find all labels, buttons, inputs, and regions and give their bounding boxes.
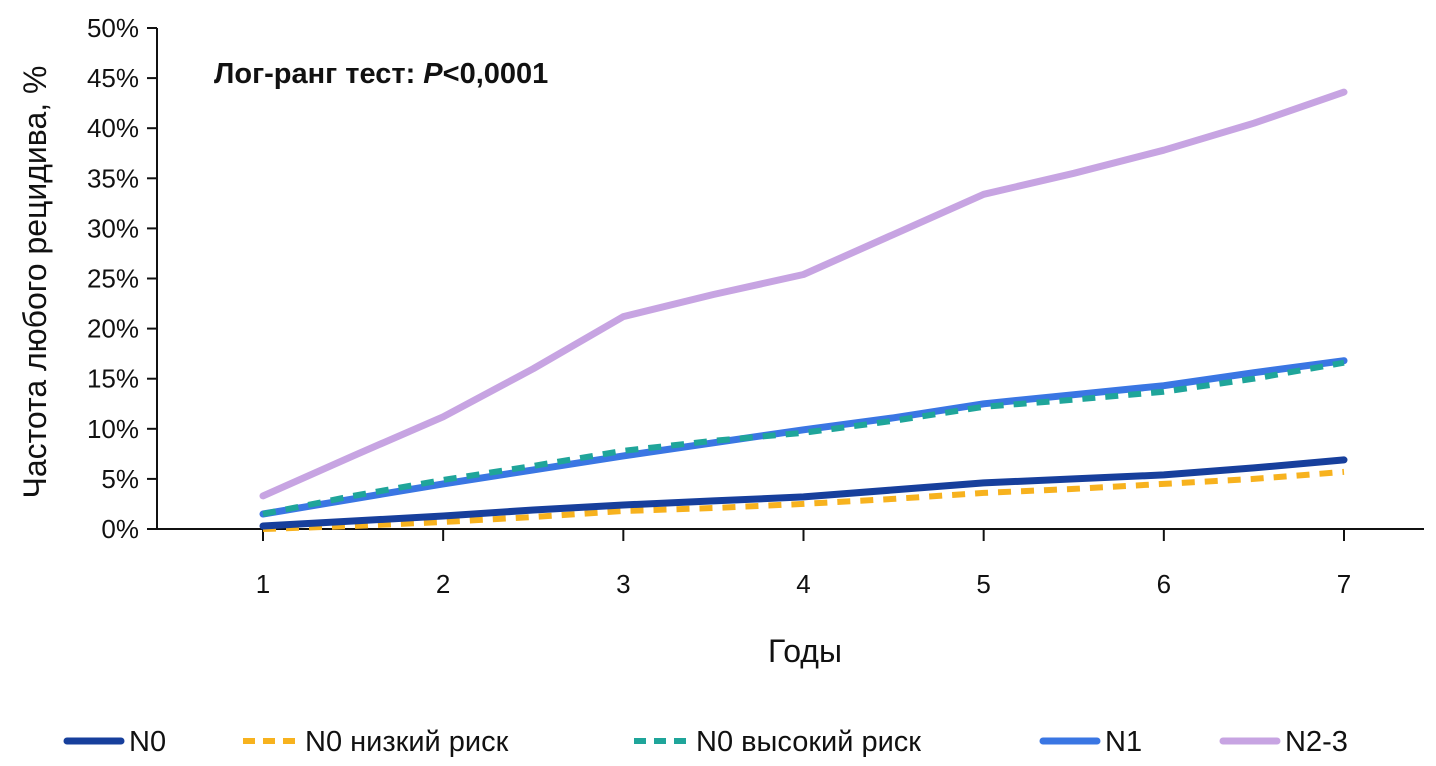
legend-label: N2-3 [1285,726,1348,758]
x-axis-ticks: 1 2 3 4 5 6 7 [256,529,1351,599]
legend-label: N0 [129,726,166,758]
y-tick-label: 20% [87,314,139,344]
y-tick-label: 0% [101,514,139,544]
y-axis-ticks: 0% 5% 10% 15% 20% 25% 30% 35% 40% 45% 50% [87,13,157,544]
x-tick-label: 7 [1337,569,1351,599]
series-line-n1 [259,357,1348,518]
x-tick-label: 3 [616,569,630,599]
y-tick-label: 35% [87,163,139,193]
y-tick-label: 10% [87,414,139,444]
series-line-n0 [259,456,1348,530]
y-tick-label: 25% [87,264,139,294]
y-tick-label: 40% [87,113,139,143]
series-line-n0-высокий-риск [262,359,1345,517]
legend-label: N0 высокий риск [696,726,921,758]
x-tick-label: 4 [796,569,810,599]
y-tick-label: 50% [87,13,139,43]
annotation-suffix: <0,0001 [443,58,549,90]
x-tick-label: 6 [1157,569,1171,599]
series-lines [259,88,1348,532]
x-tick-label: 1 [256,569,270,599]
y-axis-title: Частота любого рецидива, % [17,66,53,499]
x-axis-title: Годы [768,633,842,669]
y-tick-label: 30% [87,213,139,243]
annotation-italic: P [423,58,443,90]
legend-label: N0 низкий риск [305,726,509,758]
y-tick-label: 15% [87,364,139,394]
x-tick-label: 2 [436,569,450,599]
legend-label: N1 [1105,726,1142,758]
series-line-n0-низкий-риск [262,468,1345,532]
series-line-n2-3 [259,88,1348,500]
y-tick-label: 5% [101,464,139,494]
log-rank-annotation: Лог-ранг тест: P<0,0001 [214,58,548,90]
legend: N0 N0 низкий риск N0 высокий риск N1 N2-3 [63,726,1348,758]
x-tick-label: 5 [976,569,990,599]
y-tick-label: 45% [87,63,139,93]
annotation-prefix: Лог-ранг тест: [214,58,423,90]
